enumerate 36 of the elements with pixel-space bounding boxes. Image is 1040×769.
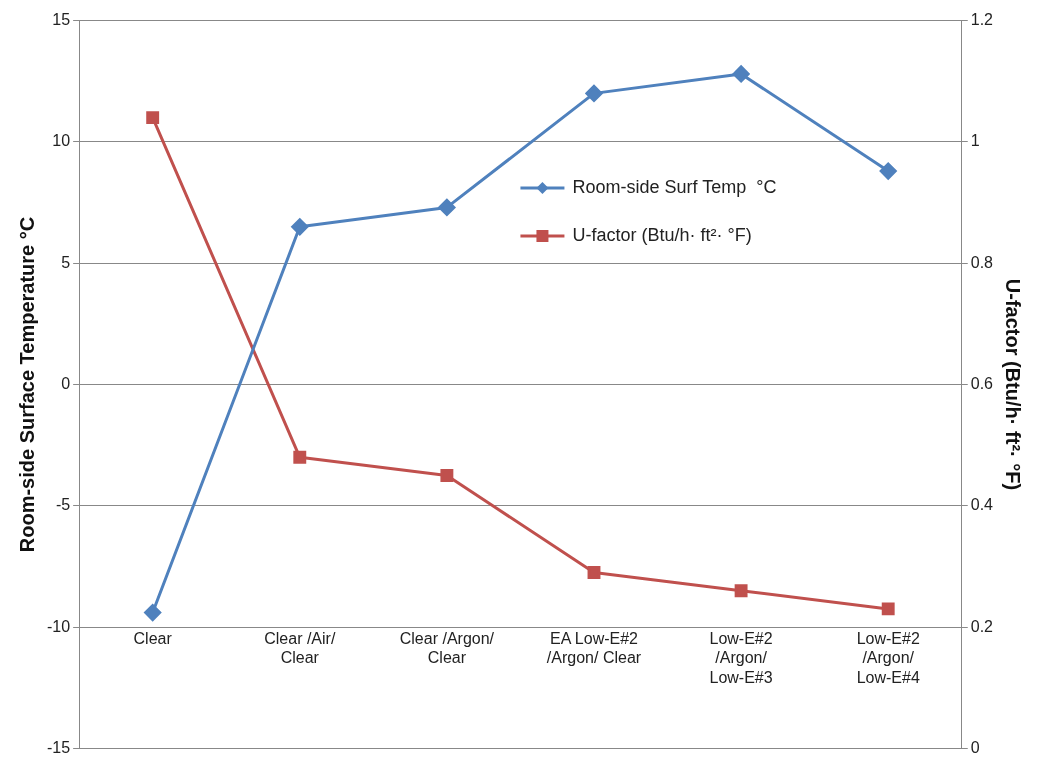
x-tick-label: Low-E#2 /Argon/ Low-E#4: [856, 630, 920, 686]
x-tick-label: Clear /Argon/ Clear: [399, 630, 495, 667]
point: [587, 566, 601, 579]
y-tick-label: 15: [52, 11, 71, 29]
y-tick-label: -5: [55, 496, 71, 514]
legend-label: Room-side Surf Temp °C: [572, 176, 777, 197]
y2-tick-label: 0.6: [970, 374, 994, 392]
point: [734, 584, 748, 598]
y2-tick-label: 0.2: [970, 617, 994, 635]
point: [438, 198, 456, 216]
point: [144, 604, 162, 622]
point: [585, 84, 603, 102]
x-tick-label: EA Low-E#2 /Argon/ Clear: [546, 630, 642, 667]
point: [293, 450, 307, 464]
x-tick-label: Low-E#2 /Argon/ Low-E#3: [709, 630, 773, 686]
y-tick-label: -10: [47, 617, 71, 635]
y-tick-label: 10: [52, 132, 71, 150]
point: [881, 602, 895, 616]
point: [879, 162, 897, 180]
y-axis-title: Room-side Surface Temperature °C: [15, 216, 38, 553]
y2-tick-label: 1: [970, 132, 980, 150]
legend-label: U-factor (Btu/h· ft²· °F): [572, 224, 752, 245]
y2-tick-label: 0: [970, 738, 980, 756]
y-tick-label: 0: [61, 374, 71, 392]
point: [291, 218, 309, 236]
point: [732, 65, 750, 83]
point: [146, 111, 160, 125]
y2-tick-label: 0.8: [970, 253, 994, 271]
x-tick-label: Clear: [133, 630, 173, 648]
y2-axis-title: U-factor (Btu/h· ft²· °F): [1002, 278, 1025, 491]
y-tick-label: 5: [61, 253, 71, 271]
y-tick-label: -15: [47, 738, 71, 756]
y2-tick-label: 0.4: [970, 496, 994, 514]
y2-tick-label: 1.2: [970, 11, 994, 29]
x-tick-label: Clear /Air/ Clear: [264, 630, 336, 667]
point: [440, 469, 454, 482]
